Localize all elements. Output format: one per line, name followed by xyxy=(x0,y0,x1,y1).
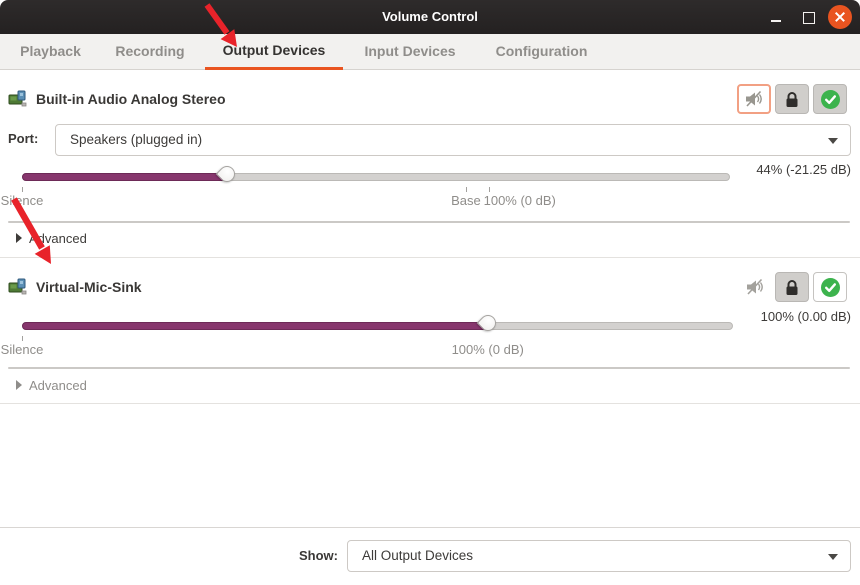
slider-handle[interactable] xyxy=(476,311,500,335)
mark-silence: Silence xyxy=(0,193,44,208)
muted-speaker-icon xyxy=(747,278,763,295)
show-label: Show: xyxy=(299,548,338,563)
mute-toggle-button[interactable] xyxy=(741,274,769,300)
advanced-label: Advanced xyxy=(29,231,87,246)
footer-separator xyxy=(0,527,860,528)
mark-100pct: 100% (0 dB) xyxy=(451,342,524,357)
expander-triangle-icon xyxy=(16,233,22,243)
device-name: Virtual-Mic-Sink xyxy=(36,279,142,295)
maximize-button[interactable] xyxy=(796,5,820,29)
volume-slider[interactable]: Silence Base 100% (0 dB) xyxy=(1,162,730,208)
volume-slider[interactable]: Silence 100% (0 dB) xyxy=(1,311,733,357)
mark-100pct: 100% (0 dB) xyxy=(483,193,556,208)
scale-tick xyxy=(465,187,467,192)
mark-silence: Silence xyxy=(0,342,44,357)
scale-tick xyxy=(489,187,491,192)
volume-readout: 44% (-21.25 dB) xyxy=(756,162,851,177)
show-combobox[interactable]: All Output Devices xyxy=(347,540,851,572)
advanced-label: Advanced xyxy=(29,378,87,393)
lock-channels-button[interactable] xyxy=(775,84,809,114)
mark-base: Base xyxy=(451,193,481,208)
show-combobox-value: All Output Devices xyxy=(362,548,474,563)
expander-triangle-icon xyxy=(16,380,22,390)
slider-handle[interactable] xyxy=(215,162,239,186)
tab-output-devices[interactable]: Output Devices xyxy=(205,34,343,70)
green-check-icon xyxy=(820,277,840,297)
scale-tick xyxy=(22,187,23,192)
titlebar: Volume Control xyxy=(0,0,860,34)
audio-card-icon xyxy=(8,90,27,107)
green-check-icon xyxy=(820,89,840,109)
section-separator xyxy=(0,257,860,258)
close-button[interactable] xyxy=(828,5,852,29)
audio-card-icon xyxy=(8,278,27,295)
tab-input-devices[interactable]: Input Devices xyxy=(364,43,456,59)
scale-tick xyxy=(22,336,23,341)
muted-speaker-icon xyxy=(746,90,762,107)
port-combobox[interactable]: Speakers (plugged in) xyxy=(55,124,851,156)
port-combobox-value: Speakers (plugged in) xyxy=(70,132,203,147)
slider-fill xyxy=(22,322,488,330)
port-label: Port: xyxy=(8,131,39,146)
lock-icon xyxy=(786,279,798,295)
advanced-expander[interactable]: Advanced xyxy=(16,231,87,246)
chevron-down-icon xyxy=(828,138,838,144)
separator xyxy=(8,367,850,369)
chevron-down-icon xyxy=(828,554,838,560)
minimize-button[interactable] xyxy=(764,5,788,29)
window-title: Volume Control xyxy=(382,9,478,24)
separator xyxy=(8,221,850,223)
tab-bar: Playback Recording Output Devices Input … xyxy=(0,34,860,70)
section-separator xyxy=(0,403,860,404)
volume-readout: 100% (0.00 dB) xyxy=(760,309,851,324)
tab-recording[interactable]: Recording xyxy=(115,43,185,59)
tab-playback[interactable]: Playback xyxy=(20,43,81,59)
mute-toggle-button[interactable] xyxy=(737,84,771,114)
device-name: Built-in Audio Analog Stereo xyxy=(36,91,226,107)
slider-fill xyxy=(22,173,228,181)
advanced-expander[interactable]: Advanced xyxy=(16,378,87,393)
tab-configuration[interactable]: Configuration xyxy=(495,43,588,59)
lock-icon xyxy=(786,91,798,107)
lock-channels-button[interactable] xyxy=(775,272,809,302)
set-fallback-button[interactable] xyxy=(813,84,847,114)
set-fallback-button[interactable] xyxy=(813,272,847,302)
